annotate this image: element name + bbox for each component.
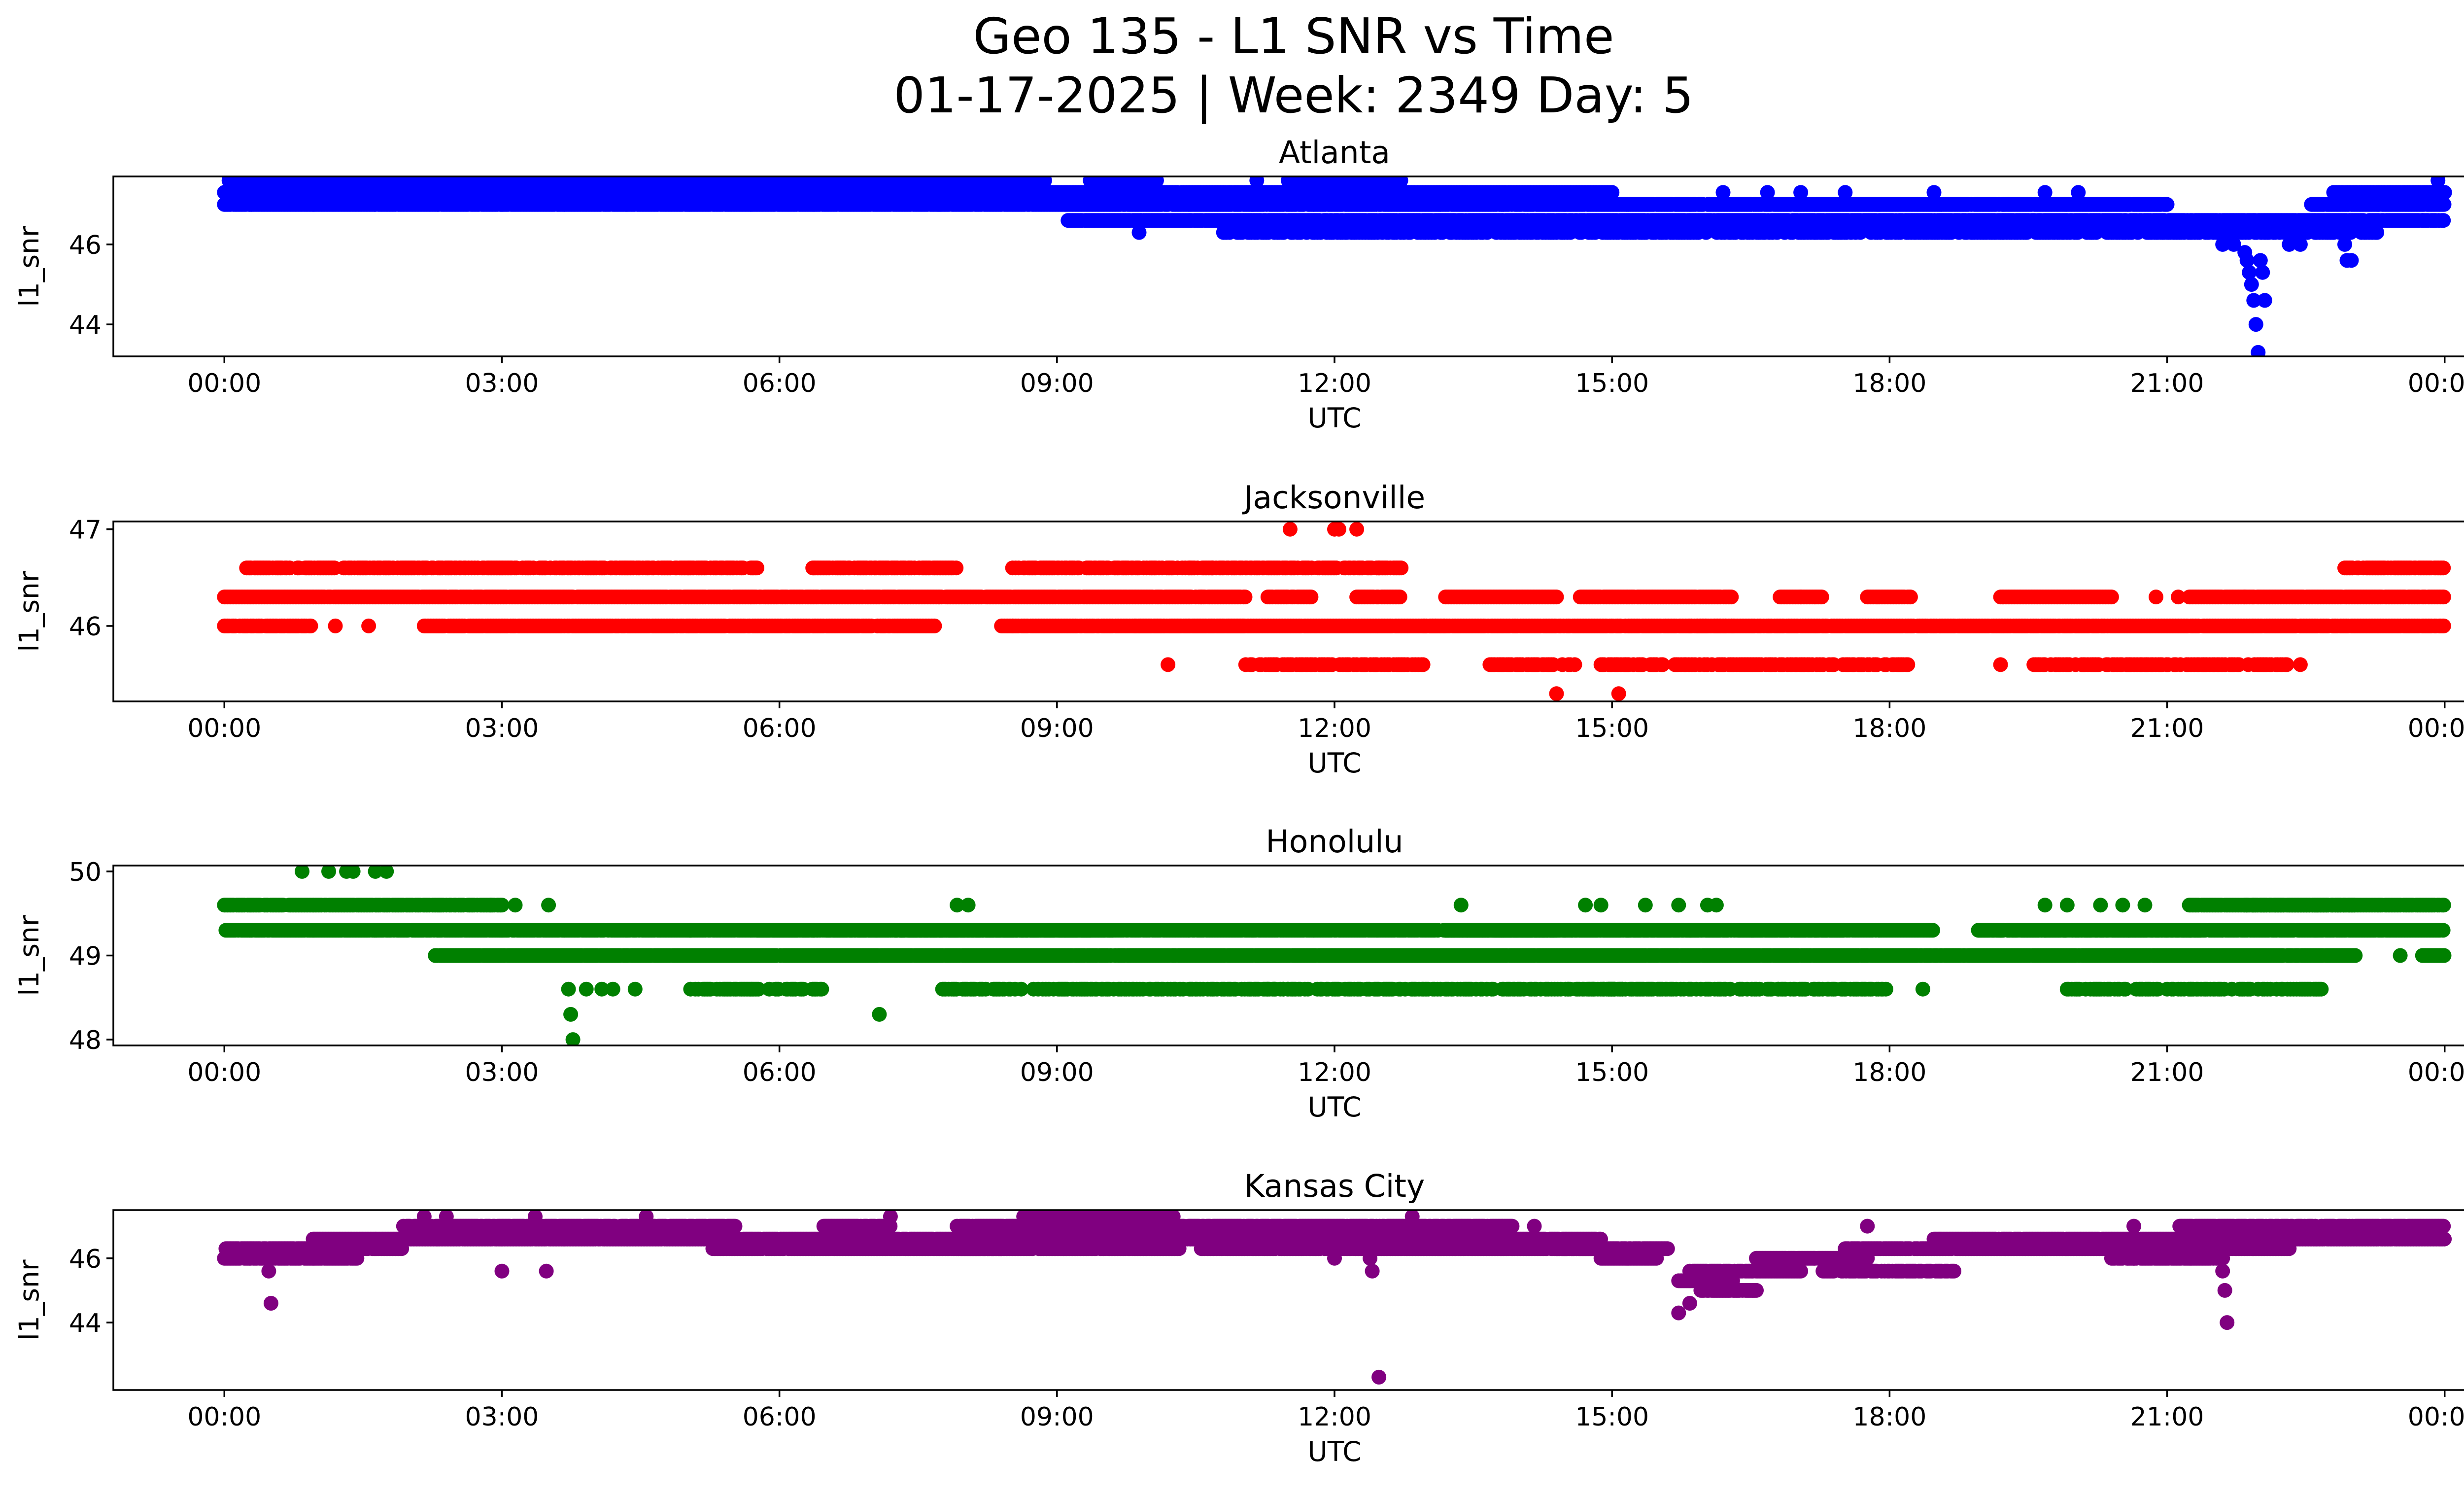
panel-1-data-point bbox=[838, 176, 854, 188]
panel-1-data-point bbox=[2239, 253, 2255, 268]
panel-1-data-point bbox=[2430, 176, 2446, 188]
panel-1-x-tick-label: 06:00 bbox=[743, 369, 817, 398]
panel-1-x-tick-label: 00:00 bbox=[187, 369, 261, 398]
panel-2-data-point bbox=[1814, 590, 1829, 605]
panel-1-data-point bbox=[1605, 185, 1620, 200]
panel-1-data-point bbox=[1838, 185, 1853, 200]
panel-1-data-point bbox=[506, 176, 520, 188]
panel-2-data-point bbox=[2104, 590, 2119, 605]
panel-1-data-point bbox=[756, 176, 772, 188]
panel-1-x-tick-label: 21:00 bbox=[2130, 369, 2204, 398]
panel-1-data-point bbox=[883, 176, 898, 188]
panel-1-data-point bbox=[2253, 253, 2268, 268]
panel-1-data-point bbox=[2242, 265, 2257, 280]
panel-1-data-point bbox=[428, 176, 443, 188]
panel-2-data-point bbox=[1392, 590, 1407, 605]
panel-1-data-point bbox=[550, 176, 565, 188]
panel-1-data-point bbox=[1699, 225, 1713, 240]
panel-1-data-point bbox=[2436, 213, 2451, 228]
panel-1-data-point bbox=[2159, 197, 2175, 212]
panel-1-data-point bbox=[2293, 237, 2308, 252]
figure-title-line1: Geo 135 - L1 SNR vs Time bbox=[973, 7, 1614, 65]
panel-1-data-point bbox=[2037, 185, 2053, 200]
panel-1-data-point bbox=[2282, 237, 2297, 252]
panel-2-title: Jacksonville bbox=[1242, 480, 1425, 516]
panel-1-data-point bbox=[350, 176, 365, 188]
panel-1-data-point bbox=[1926, 185, 1942, 200]
panel-1-data-point bbox=[2343, 225, 2358, 240]
panel-2-data-point bbox=[1549, 590, 1564, 605]
panel-1-x-tick-label: 03:00 bbox=[465, 369, 539, 398]
panel-1-data-point bbox=[1249, 176, 1265, 188]
panel-1-data-point bbox=[2088, 225, 2104, 240]
panel-2-data-point bbox=[1903, 590, 1918, 605]
panel-1-x-axis-label: UTC bbox=[1307, 402, 1361, 434]
panel-1-data-point bbox=[1083, 176, 1098, 188]
panel-1-data-point bbox=[1852, 225, 1868, 240]
panel-2-data-point bbox=[2436, 590, 2451, 605]
panel-1-data-point bbox=[2255, 265, 2270, 280]
panel-1-x-tick-label: 09:00 bbox=[1020, 369, 1094, 398]
panel-1-data-point bbox=[2226, 237, 2241, 252]
panel-2-points bbox=[217, 522, 2451, 701]
panel-1-data-point bbox=[2246, 293, 2261, 308]
panel-1-data-point bbox=[1134, 213, 1149, 228]
panel-1-data-point bbox=[2337, 237, 2352, 252]
panel-1-data-point bbox=[2251, 345, 2266, 356]
subplot-panels: Atlanta 00:00 03:00 06:00 09:00 12:00 15:00 18:… bbox=[13, 135, 2464, 1467]
panel-1-data-point bbox=[2369, 225, 2385, 240]
panel-1-data-point bbox=[705, 176, 720, 188]
panel-1-title: Atlanta bbox=[1279, 135, 1390, 171]
panel-1-x-tick-label: 15:00 bbox=[1575, 369, 1649, 398]
panel-1-data-point bbox=[2248, 317, 2263, 332]
panel-1-data-point bbox=[1037, 176, 1052, 188]
panel-1-data-point bbox=[2432, 185, 2448, 200]
panel-1-data-point bbox=[306, 176, 321, 188]
figure-title-line2: 01-17-2025 | Week: 2349 Day: 5 bbox=[893, 67, 1693, 124]
panel-2-data-point bbox=[1303, 590, 1319, 605]
panel-2-data-point bbox=[1237, 590, 1253, 605]
panel-1-data-point bbox=[2257, 293, 2272, 308]
panel-1-data-point bbox=[2215, 237, 2230, 252]
panel-1-y-tick-label: 44 bbox=[69, 311, 102, 340]
panel-1-points bbox=[217, 176, 2452, 356]
panel-1-x-tick-label: 18:00 bbox=[1852, 369, 1926, 398]
panel-1-data-point bbox=[1715, 185, 1731, 200]
panel-1-data-point bbox=[2071, 185, 2086, 200]
panel-1-data-point bbox=[1760, 185, 1775, 200]
panel-1-x-tick-label: 12:00 bbox=[1298, 369, 1371, 398]
panel-1-data-point bbox=[2436, 197, 2452, 212]
panel-1-data-point bbox=[1131, 225, 1147, 240]
panel-1-data-point bbox=[461, 176, 476, 188]
panel-1-y-axis-label: l1_snr bbox=[13, 226, 45, 307]
panel-2-data-point bbox=[1724, 590, 1739, 605]
panel-1-data-point bbox=[1149, 176, 1164, 188]
panel-1-data-point bbox=[1793, 185, 1809, 200]
panel-1-y-tick-label: 46 bbox=[69, 231, 102, 260]
panel-1-data-point bbox=[1393, 176, 1408, 188]
panel-1-data-point bbox=[2244, 277, 2259, 292]
panel-1-x-tick-label: 00:00 bbox=[2408, 369, 2464, 398]
panel-1-data-point bbox=[2415, 213, 2430, 228]
panel-1-data-point bbox=[2344, 253, 2359, 268]
panel-1: Atlanta 00:00 03:00 06:00 09:00 12:00 15:00 18:… bbox=[13, 135, 2464, 434]
